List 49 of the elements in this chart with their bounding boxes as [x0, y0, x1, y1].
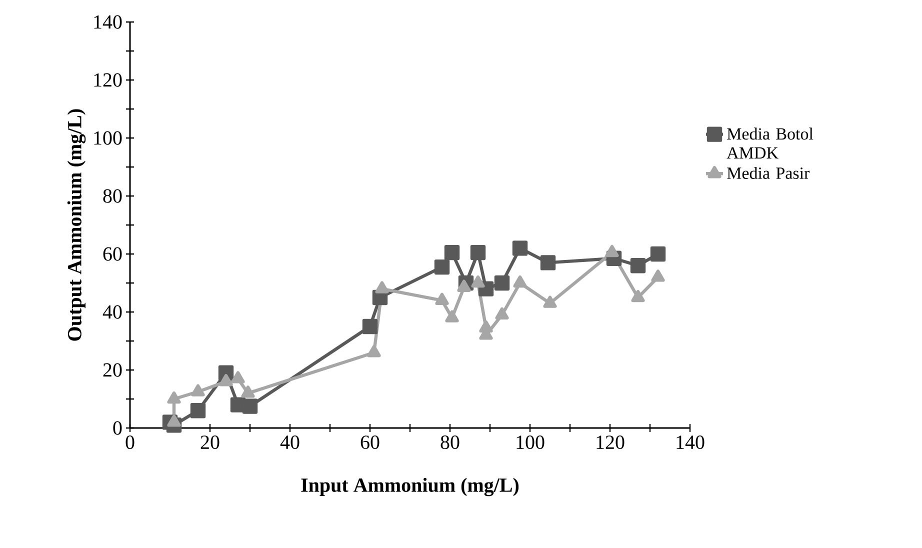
- point: [167, 414, 181, 427]
- point: [242, 398, 258, 414]
- x-axis-title: Input Ammonium (mg/L): [301, 478, 519, 496]
- x-tick-label: 100: [516, 436, 544, 450]
- x-tick-label: 60: [360, 436, 380, 450]
- y-tick-label: 60: [103, 247, 122, 261]
- point: [434, 259, 450, 275]
- point: [494, 275, 510, 291]
- point: [231, 371, 245, 384]
- point: [190, 403, 206, 418]
- point: [512, 240, 528, 256]
- point: [367, 345, 381, 358]
- point: [513, 275, 527, 288]
- y-tick-label: 0: [113, 421, 122, 435]
- y-tick-label: 80: [103, 189, 122, 203]
- point: [191, 384, 205, 396]
- y-tick-label: 100: [94, 131, 122, 145]
- y-tick-label: 120: [94, 73, 122, 87]
- x-tick-label: 120: [596, 436, 624, 450]
- point: [651, 270, 665, 282]
- point: [540, 255, 556, 270]
- point: [605, 244, 619, 258]
- x-tick-label: 0: [126, 436, 134, 450]
- legend-label: Media Botol AMDK: [726, 128, 814, 159]
- point: [362, 318, 378, 334]
- point: [241, 386, 255, 398]
- y-axis-title: Output Ammonium (mg/L): [67, 109, 86, 341]
- point: [219, 374, 233, 386]
- y-tick-label: 20: [103, 363, 122, 377]
- point: [631, 290, 645, 302]
- legend-label: Media Pasir: [727, 166, 810, 179]
- y-tick-label: 40: [102, 305, 122, 319]
- x-tick-label: 140: [676, 436, 704, 450]
- point: [444, 244, 460, 260]
- point: [470, 244, 486, 260]
- x-tick-label: 40: [280, 436, 300, 450]
- point: [630, 258, 646, 274]
- point: [375, 281, 389, 294]
- point: [471, 275, 485, 288]
- point: [435, 292, 449, 305]
- x-tick-label: 20: [200, 436, 220, 450]
- x-tick-label: 80: [440, 436, 460, 450]
- y-tick-label: 140: [94, 15, 122, 29]
- point: [495, 307, 509, 320]
- point: [167, 391, 181, 404]
- point: [650, 246, 666, 262]
- point: [445, 310, 459, 322]
- point: [543, 296, 557, 308]
- point: [457, 280, 471, 292]
